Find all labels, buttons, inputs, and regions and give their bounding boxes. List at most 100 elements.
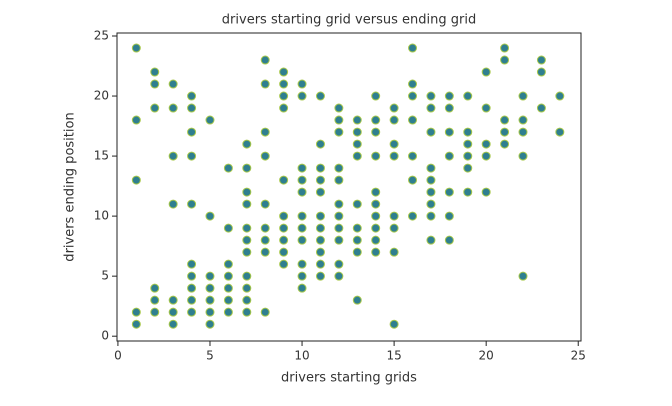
scatter-point [389, 103, 399, 113]
scatter-point [297, 211, 307, 221]
scatter-point [131, 115, 141, 125]
y-tick-label: 0 [101, 329, 109, 343]
y-tick-label: 25 [94, 29, 109, 43]
x-tick-label: 10 [294, 349, 309, 363]
scatter-point [150, 103, 160, 113]
scatter-point [334, 211, 344, 221]
scatter-point [150, 67, 160, 77]
y-tick-label: 20 [94, 89, 109, 103]
scatter-point [242, 271, 252, 281]
y-tick-label: 15 [94, 149, 109, 163]
scatter-point [352, 295, 362, 305]
scatter-point [408, 211, 418, 221]
scatter-point [187, 259, 197, 269]
scatter-point [242, 283, 252, 293]
scatter-point [463, 91, 473, 101]
scatter-point [371, 115, 381, 125]
scatter-point [242, 295, 252, 305]
scatter-point [334, 199, 344, 209]
scatter-point [205, 319, 215, 329]
scatter-point [297, 163, 307, 173]
scatter-point [279, 103, 289, 113]
scatter-point [297, 259, 307, 269]
scatter-point [444, 127, 454, 137]
scatter-point [315, 223, 325, 233]
scatter-point [205, 115, 215, 125]
scatter-point [168, 295, 178, 305]
x-axis-label: drivers starting grids [281, 371, 417, 386]
x-tick-label: 5 [206, 349, 214, 363]
scatter-point [352, 223, 362, 233]
y-tick-label: 5 [101, 269, 109, 283]
scatter-point [334, 163, 344, 173]
scatter-point [463, 127, 473, 137]
scatter-point [555, 127, 565, 137]
scatter-point [131, 175, 141, 185]
scatter-point [518, 151, 528, 161]
scatter-point [352, 115, 362, 125]
scatter-point [187, 271, 197, 281]
scatter-point [334, 127, 344, 137]
scatter-point [187, 127, 197, 137]
scatter-point [187, 295, 197, 305]
scatter-point [187, 103, 197, 113]
x-tick-label: 0 [114, 349, 122, 363]
scatter-point [444, 91, 454, 101]
scatter-point [481, 187, 491, 197]
scatter-point [279, 247, 289, 257]
scatter-point [315, 235, 325, 245]
scatter-point [187, 199, 197, 209]
scatter-point [315, 175, 325, 185]
scatter-point [500, 43, 510, 53]
scatter-point [389, 139, 399, 149]
scatter-point [536, 103, 546, 113]
scatter-point [389, 223, 399, 233]
scatter-point [408, 79, 418, 89]
scatter-point [315, 247, 325, 257]
chart-title: drivers starting grid versus ending grid [222, 13, 476, 28]
scatter-point [389, 247, 399, 257]
scatter-point [223, 271, 233, 281]
scatter-point [481, 151, 491, 161]
scatter-point [371, 247, 381, 257]
scatter-point [242, 247, 252, 257]
scatter-point [426, 175, 436, 185]
scatter-point [352, 247, 362, 257]
scatter-point [371, 223, 381, 233]
scatter-point [500, 127, 510, 137]
scatter-point [260, 127, 270, 137]
scatter-point [315, 211, 325, 221]
scatter-point [334, 103, 344, 113]
scatter-point [518, 91, 528, 101]
scatter-point [389, 211, 399, 221]
scatter-point [205, 211, 215, 221]
scatter-point [352, 127, 362, 137]
scatter-point [260, 235, 270, 245]
scatter-point [426, 91, 436, 101]
scatter-point [334, 235, 344, 245]
scatter-point [444, 211, 454, 221]
scatter-point [408, 175, 418, 185]
scatter-point [481, 139, 491, 149]
scatter-point [315, 271, 325, 281]
scatter-point [463, 163, 473, 173]
scatter-point [150, 295, 160, 305]
scatter-point [223, 283, 233, 293]
scatter-point [223, 223, 233, 233]
scatter-point [279, 91, 289, 101]
scatter-point [205, 307, 215, 317]
scatter-point [131, 43, 141, 53]
scatter-point [426, 199, 436, 209]
scatter-point [242, 307, 252, 317]
scatter-point [297, 283, 307, 293]
scatter-point [426, 211, 436, 221]
scatter-point [260, 247, 270, 257]
scatter-point [463, 139, 473, 149]
scatter-point [426, 127, 436, 137]
scatter-point [131, 307, 141, 317]
scatter-point [150, 79, 160, 89]
scatter-point [463, 187, 473, 197]
scatter-point [536, 55, 546, 65]
x-tick-label: 15 [386, 349, 401, 363]
